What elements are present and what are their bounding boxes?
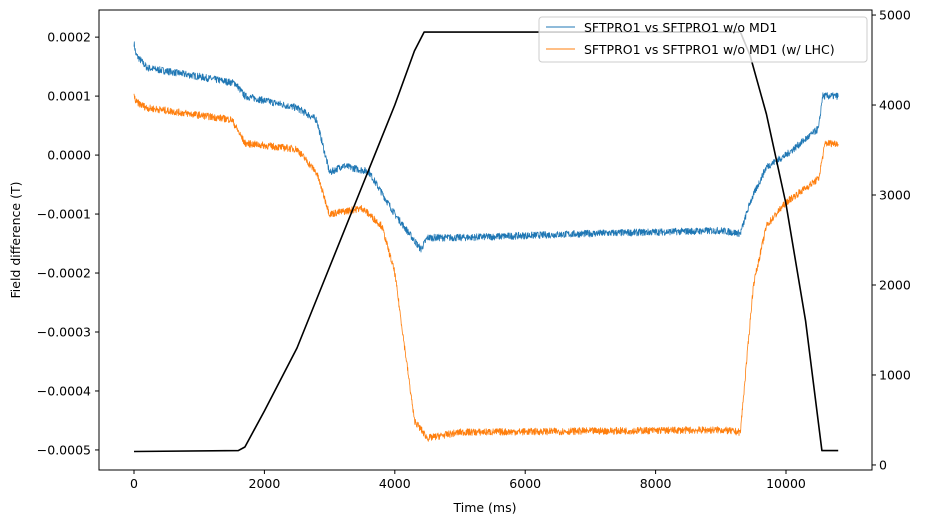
x-tick-label: 0 [130, 476, 138, 491]
series-line-0 [133, 41, 839, 253]
y2-tick-label: 3000 [879, 188, 911, 203]
y-axis-label: Field difference (T) [8, 182, 23, 299]
legend-label-1: SFTPRO1 vs SFTPRO1 w/o MD1 (w/ LHC) [584, 42, 835, 57]
y-tick-label: 0.0001 [47, 89, 91, 104]
y-tick-label: −0.0003 [37, 325, 91, 340]
x-tick-label: 8000 [640, 476, 672, 491]
y2-tick-label: 4000 [879, 98, 911, 113]
series-line-2 [133, 31, 839, 453]
plot-lines [133, 31, 839, 453]
y2-tick-label: 5000 [879, 8, 911, 23]
y2-tick-label: 0 [879, 457, 887, 472]
y-tick-label: 0.0002 [47, 30, 91, 45]
plot-frame [98, 9, 873, 471]
series-line-1 [133, 93, 839, 442]
y2-tick-label: 2000 [879, 277, 911, 292]
legend-label-0: SFTPRO1 vs SFTPRO1 w/o MD1 [584, 20, 777, 35]
y-tick-label: −0.0002 [37, 266, 91, 281]
x-tick-label: 10000 [766, 476, 806, 491]
x-axis-label: Time (ms) [452, 500, 516, 515]
legend-box [538, 16, 868, 63]
y-tick-label: −0.0001 [37, 207, 91, 222]
y2-tick-label: 1000 [879, 367, 911, 382]
y-tick-label: −0.0004 [37, 383, 91, 398]
legend: SFTPRO1 vs SFTPRO1 w/o MD1 SFTPRO1 vs SF… [538, 16, 868, 63]
y-tick-label: −0.0005 [37, 442, 91, 457]
x-tick-label: 2000 [249, 476, 281, 491]
y-tick-label: 0.0000 [47, 148, 91, 163]
x-tick-label: 4000 [379, 476, 411, 491]
axes: 0 2000 4000 6000 8000 100000.00020.00010.0000… [37, 8, 911, 491]
x-tick-label: 6000 [509, 476, 541, 491]
